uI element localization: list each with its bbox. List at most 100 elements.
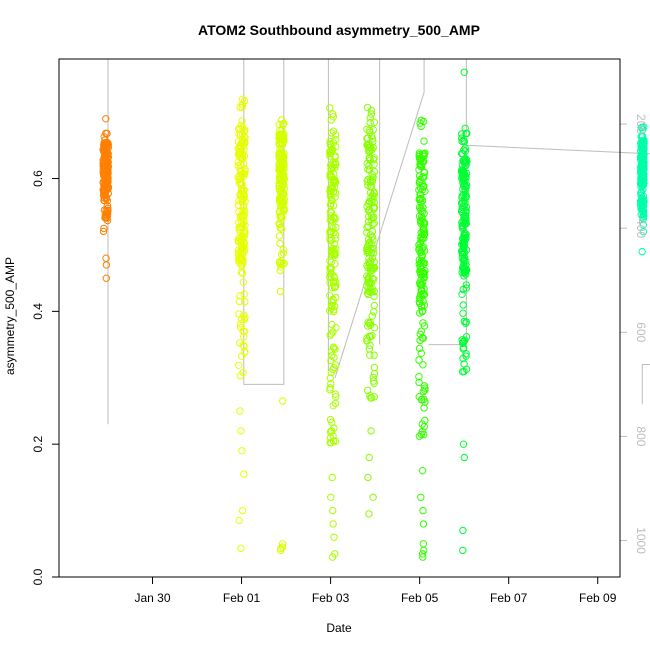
data-point [100,206,109,214]
data-point [279,121,287,129]
data-point [463,158,471,166]
data-point [458,166,466,174]
data-point [327,195,336,204]
data-point [240,186,248,194]
data-point [238,236,246,245]
data-point [460,344,468,352]
data-point [458,130,466,138]
x-axis-label: Date [326,621,352,635]
data-point [462,261,470,269]
data-point [365,143,373,152]
data-point [369,214,377,222]
data-point [236,213,245,222]
data-point [327,493,335,501]
data-point [463,266,471,274]
data-point [415,195,424,203]
data-point [238,155,246,163]
data-point [327,427,336,435]
data-point [363,223,371,232]
series-group [275,116,288,555]
data-point [275,195,284,203]
data-point [638,133,646,141]
data-point [238,95,247,103]
data-point [275,163,284,171]
data-point [103,173,111,181]
data-point [459,136,468,145]
data-point [275,232,284,240]
data-point [332,136,340,144]
data-point [639,137,648,145]
y-tick-label: 0.0 [31,568,45,585]
data-point [417,219,425,227]
data-point [277,250,286,259]
data-point [329,113,337,121]
data-point [329,159,337,167]
data-point [239,228,248,236]
secondary-y-tick-label: 600 [634,322,648,342]
data-point [420,301,429,309]
data-point [102,274,111,282]
series-group [234,95,249,553]
data-point [329,296,337,304]
data-point [638,163,646,171]
data-point [278,540,287,548]
data-point [103,129,111,138]
data-point [370,188,378,196]
data-point [234,249,243,257]
data-point [417,276,425,284]
data-point [239,278,248,286]
data-point [326,274,334,282]
data-point [369,377,378,385]
data-point [238,506,247,515]
data-point [366,188,375,197]
data-point [420,395,428,404]
data-point [366,118,374,127]
data-point [415,373,423,381]
data-point [330,283,339,292]
data-point [102,254,110,262]
data-point [363,103,372,112]
data-point [420,137,428,145]
data-point [369,373,377,381]
data-point [103,216,112,225]
data-point [462,194,470,202]
data-point [418,186,427,194]
data-point [326,140,334,148]
data-point [327,161,335,169]
data-point [237,427,245,435]
series-group [363,103,379,518]
data-point [235,516,243,525]
data-point [365,162,373,170]
data-point [416,309,424,317]
data-point [279,245,287,254]
data-point [415,256,423,264]
data-point [236,160,245,169]
data-point [370,308,378,316]
data-point [100,157,108,166]
data-point [416,336,424,345]
data-point [416,162,424,170]
data-point [104,166,112,174]
data-point [238,103,246,112]
data-point [366,231,375,239]
data-point [637,159,646,167]
data-point [459,440,468,448]
data-point [235,197,243,205]
data-point [421,384,429,392]
data-point [326,374,334,382]
data-point [329,402,337,410]
data-point [240,470,248,478]
data-point [415,344,424,353]
data-point [459,167,468,176]
data-point [237,320,245,328]
data-point [364,213,373,221]
data-point [418,234,427,243]
data-point [370,118,378,126]
data-point [459,546,467,555]
data-point [240,342,248,351]
data-point [415,178,423,187]
data-point [327,439,335,447]
data-point [327,264,335,272]
data-point [363,125,371,134]
